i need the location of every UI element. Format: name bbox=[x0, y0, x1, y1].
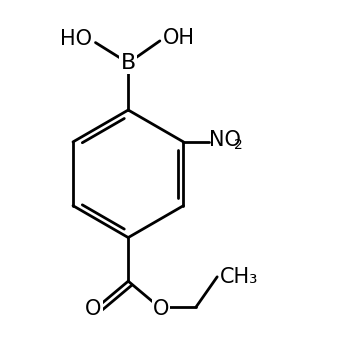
Text: O: O bbox=[85, 299, 101, 319]
Text: B: B bbox=[121, 53, 136, 73]
Text: O: O bbox=[153, 299, 169, 319]
Text: 2: 2 bbox=[234, 138, 243, 152]
Text: HO: HO bbox=[60, 29, 92, 49]
Text: OH: OH bbox=[163, 27, 195, 48]
Text: CH₃: CH₃ bbox=[220, 267, 258, 287]
Text: NO: NO bbox=[209, 130, 241, 150]
